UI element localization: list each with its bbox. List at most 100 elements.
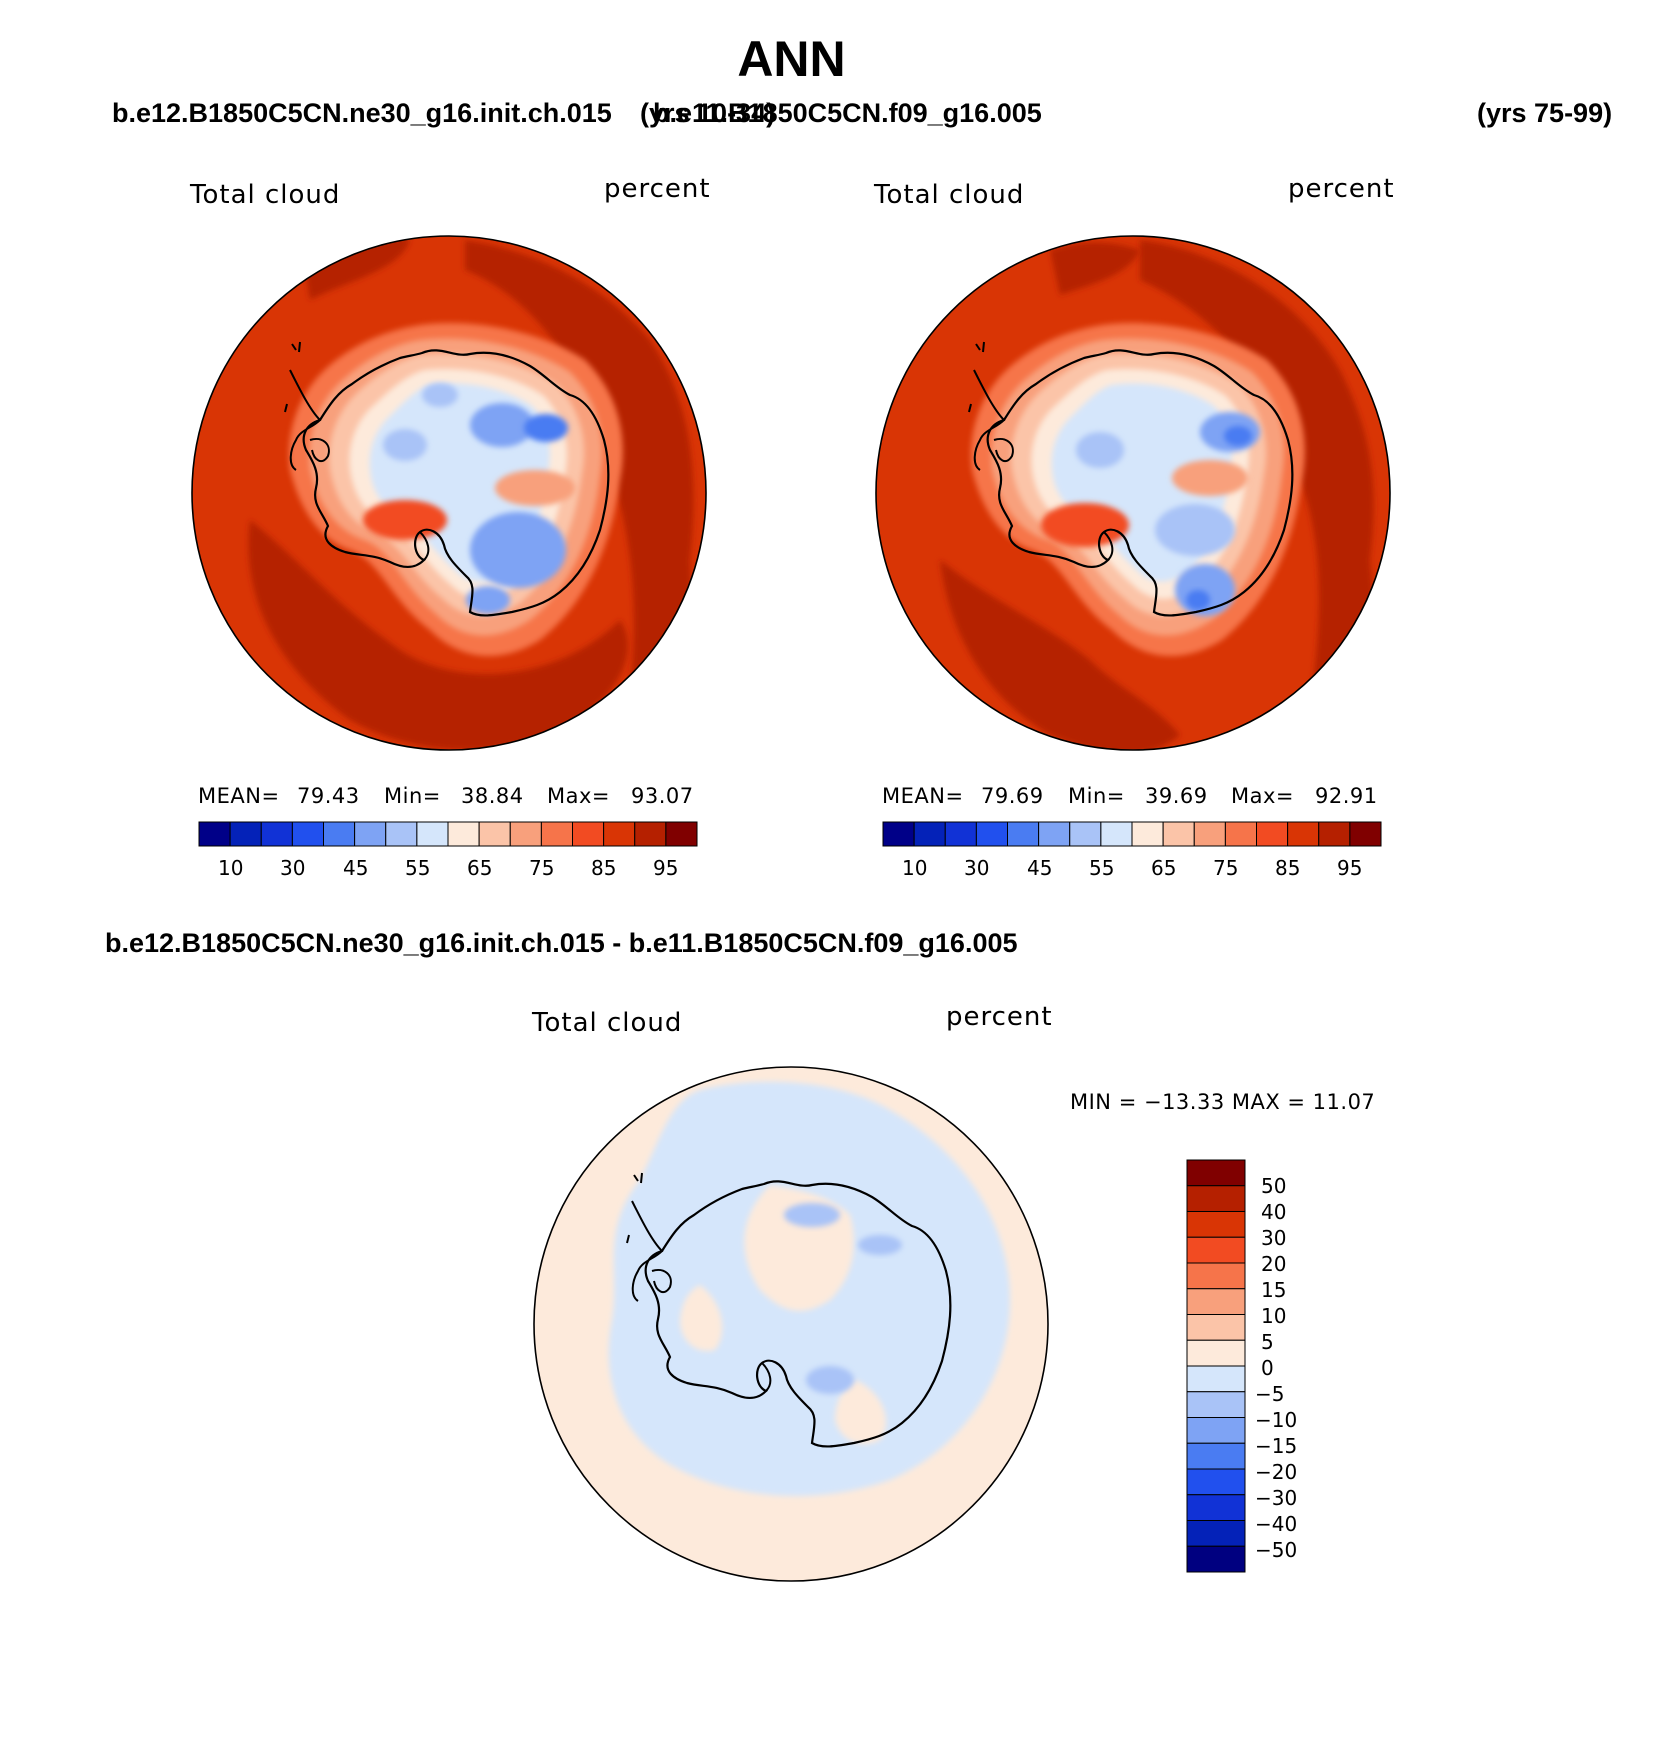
cb3-tick-label: 15 xyxy=(1261,1278,1287,1302)
case-b-years: (yrs 75-99) xyxy=(1477,98,1613,128)
cb3-tick-label: 40 xyxy=(1261,1200,1287,1224)
colorbar-2-cell xyxy=(1162,821,1195,847)
map2-border xyxy=(875,235,1391,751)
cb1-tick-label: 85 xyxy=(591,856,617,880)
colorbar-2-cell xyxy=(913,821,946,847)
cb3-tick-label: 50 xyxy=(1261,1174,1287,1198)
panel3-minmax: MIN = −13.33 MAX = 11.07 xyxy=(1070,1090,1376,1114)
colorbar-1-cell xyxy=(603,821,636,847)
cb2-tick-label: 55 xyxy=(1089,856,1115,880)
panel2-min: 39.69 xyxy=(1145,784,1208,808)
map3-negative-patch xyxy=(858,1235,902,1255)
colorbar-3-cell xyxy=(1186,1442,1246,1470)
map3-negative-patch xyxy=(806,1366,854,1394)
map1-low-cloud-patch xyxy=(466,586,510,614)
colorbar-3-cell xyxy=(1186,1211,1246,1238)
colorbar-1-cell xyxy=(229,821,262,847)
main-title: ANN xyxy=(737,31,846,87)
island-coast xyxy=(626,1172,643,1244)
panel1-max-label: Max= xyxy=(547,784,611,808)
map1-warm-patch xyxy=(363,500,447,540)
cb2-tick-label: 75 xyxy=(1213,856,1239,880)
cb1-tick-label: 45 xyxy=(343,856,369,880)
antarctica-coast xyxy=(302,349,610,617)
cb1-tick-label: 65 xyxy=(467,856,493,880)
colorbar-2-cell xyxy=(944,821,977,847)
map2-low-cloud-patch xyxy=(1076,432,1124,468)
ross-shelf-coast xyxy=(419,531,430,561)
cb1-tick-label: 10 xyxy=(218,856,244,880)
colorbar-3-cell xyxy=(1186,1288,1246,1315)
cb3-tick-label: −5 xyxy=(1255,1382,1285,1406)
map1-border xyxy=(191,235,707,751)
colorbar-3-cell xyxy=(1186,1262,1246,1290)
map2-low-cloud-patch xyxy=(1186,590,1210,610)
cb2-tick-label: 85 xyxy=(1275,856,1301,880)
map3-border xyxy=(533,1066,1049,1582)
colorbar-3-cell xyxy=(1186,1236,1246,1264)
colorbar-1-cell xyxy=(354,821,387,847)
panel3-variable: Total cloud xyxy=(532,1008,683,1038)
panel2-units: percent xyxy=(1288,174,1395,204)
colorbar-2-cell xyxy=(1007,821,1040,847)
cb2-tick-label: 45 xyxy=(1027,856,1053,880)
map2-high-band xyxy=(940,560,1180,750)
map1-high-band xyxy=(248,520,628,750)
colorbar-3-cell xyxy=(1186,1185,1246,1212)
colorbar-1-cell xyxy=(634,821,667,847)
colorbar-1-cell xyxy=(665,821,698,847)
panel2-min-label: Min= xyxy=(1068,784,1125,808)
panel2-mean-label: MEAN= xyxy=(882,784,964,808)
map3-coastline xyxy=(626,1172,952,1448)
peninsula-coast xyxy=(973,369,1006,471)
colorbar-2-cell xyxy=(1100,821,1133,847)
panel1-mean-label: MEAN= xyxy=(198,784,280,808)
colorbar-2-cell xyxy=(975,821,1009,847)
cb3-tick-label: 10 xyxy=(1261,1304,1287,1328)
cb2-tick-label: 30 xyxy=(964,856,990,880)
antarctica-coast xyxy=(986,349,1294,617)
map1-warm-patch xyxy=(495,470,575,506)
colorbar-2-cell xyxy=(1349,821,1382,847)
colorbar-1-cell xyxy=(509,821,542,847)
island-coast xyxy=(284,341,301,413)
map1-low-cloud-patch xyxy=(470,403,534,447)
panel1-variable: Total cloud xyxy=(190,180,341,210)
panel2-max-label: Max= xyxy=(1231,784,1295,808)
map2-warm-patch xyxy=(1172,460,1248,496)
cb3-tick-label: −20 xyxy=(1255,1460,1298,1484)
map3-positive-patch xyxy=(835,1380,886,1444)
colorbar-3-cell xyxy=(1186,1417,1246,1444)
colorbar-3-cell xyxy=(1186,1159,1246,1187)
ice-shelf-coast xyxy=(993,438,1014,463)
colorbar-1-cell xyxy=(323,821,356,847)
colorbar-1-cell xyxy=(260,821,293,847)
peninsula-coast xyxy=(289,369,322,471)
panel1-max: 93.07 xyxy=(631,784,694,808)
diff-title: b.e12.B1850C5CN.ne30_g16.init.ch.015 - b… xyxy=(105,928,1018,958)
colorbar-2 xyxy=(882,821,1382,847)
case-a-label: b.e12.B1850C5CN.ne30_g16.init.ch.015 xyxy=(112,98,612,128)
colorbar-3-cell xyxy=(1186,1339,1246,1367)
map1-high-band xyxy=(465,240,700,750)
panel1-units: percent xyxy=(604,174,711,204)
ross-shelf-coast xyxy=(1103,531,1114,561)
map1-low-cloud-patch xyxy=(383,429,427,461)
colorbar-1-cell xyxy=(447,821,480,847)
cb3-tick-label: −50 xyxy=(1255,1538,1298,1562)
colorbar-3-cell xyxy=(1186,1468,1246,1496)
colorbar-1-cell xyxy=(478,821,511,847)
colorbar-1-cell xyxy=(540,821,574,847)
map1-low-cloud-patch xyxy=(422,383,458,407)
map-panel-2 xyxy=(876,236,1390,750)
colorbar-2-cell xyxy=(882,821,915,847)
cb1-tick-label: 55 xyxy=(405,856,431,880)
cb1-tick-label: 75 xyxy=(529,856,555,880)
cb1-tick-label: 95 xyxy=(653,856,679,880)
colorbar-2-cell xyxy=(1256,821,1289,847)
map2-coastline xyxy=(968,341,1294,617)
map-panel-1 xyxy=(192,236,706,750)
map-panel-3 xyxy=(534,1067,1048,1581)
colorbar-1-cell xyxy=(385,821,418,847)
